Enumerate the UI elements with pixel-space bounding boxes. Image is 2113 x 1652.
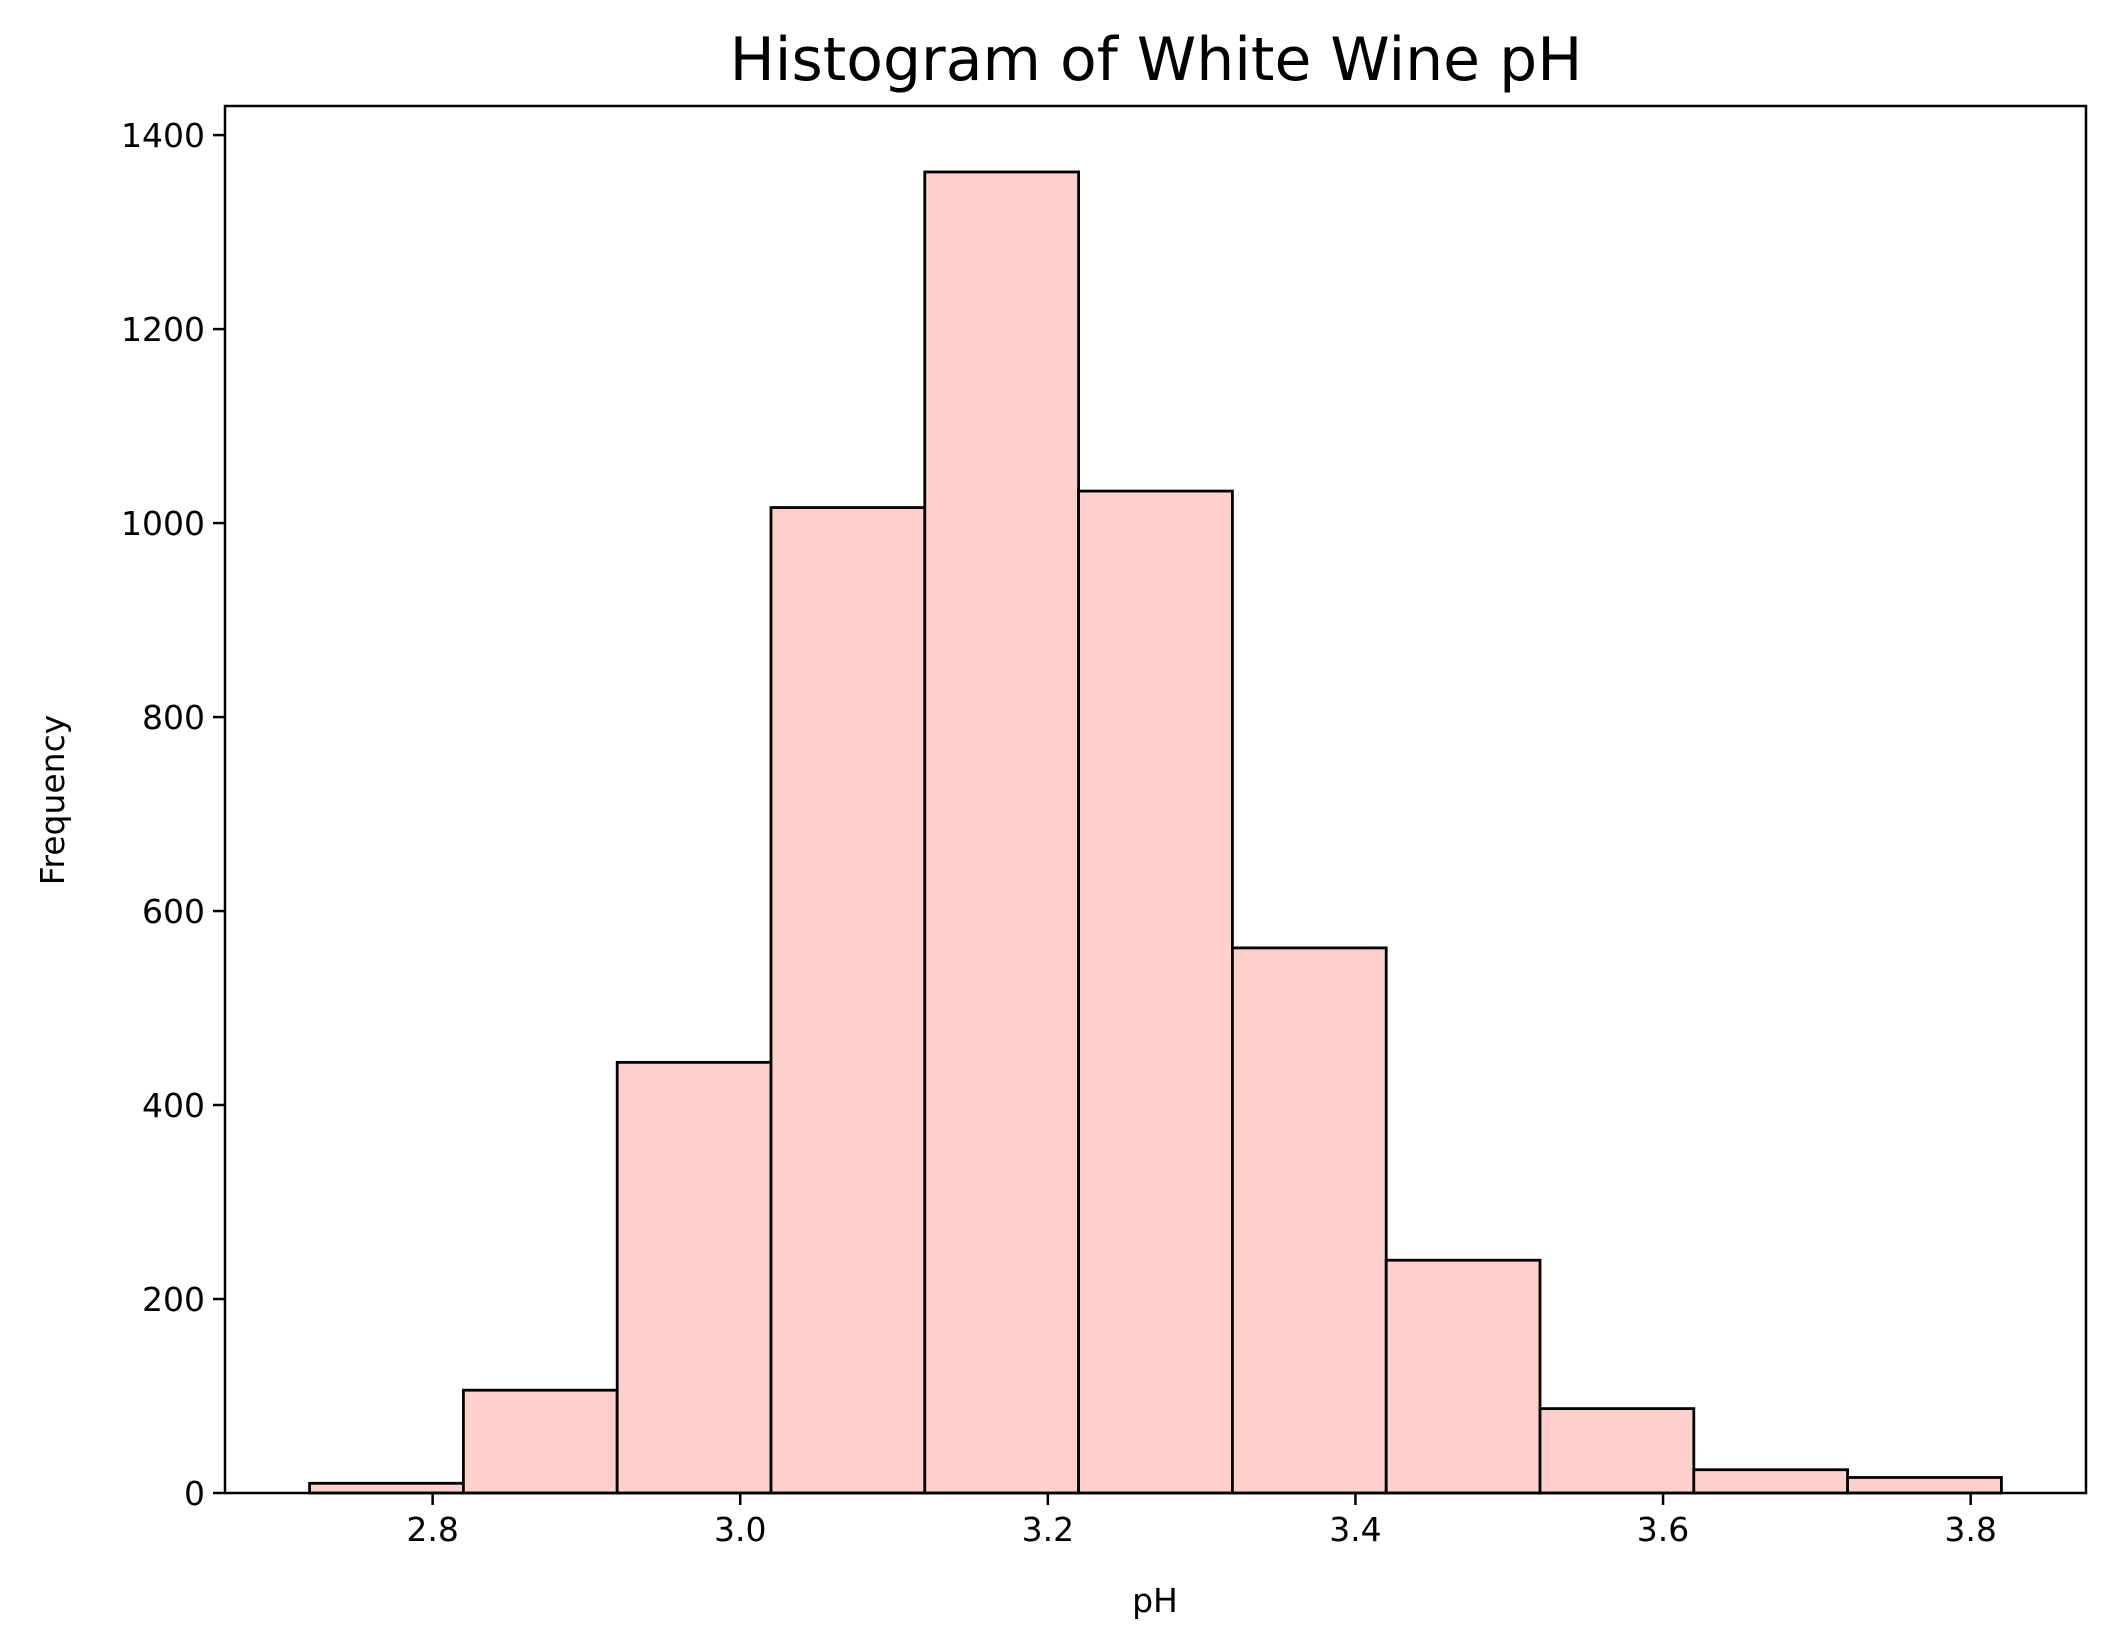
x-tick-label: 3.2 xyxy=(1022,1510,1074,1549)
y-tick-label: 1200 xyxy=(121,310,205,349)
histogram-bar xyxy=(1538,1407,1696,1495)
histogram-bar xyxy=(615,1060,773,1495)
histogram-bar xyxy=(1077,489,1234,1495)
histogram-bar xyxy=(1384,1258,1542,1495)
x-axis-ticks: 2.8 3.0 3.2 3.4 3.6 3.8 xyxy=(406,1493,1997,1549)
x-tick-label: 3.0 xyxy=(714,1510,766,1549)
bars-group xyxy=(308,170,2003,1495)
histogram-bar xyxy=(1846,1476,2003,1495)
y-tick-label: 600 xyxy=(142,892,205,931)
y-tick-label: 200 xyxy=(142,1280,205,1319)
histogram-bar xyxy=(1231,946,1388,1495)
histogram-bar xyxy=(308,1481,465,1495)
histogram-bar xyxy=(769,506,927,1495)
x-tick-label: 3.8 xyxy=(1944,1510,1996,1549)
x-tick-label: 3.4 xyxy=(1329,1510,1381,1549)
histogram-bar xyxy=(461,1388,619,1495)
plot-frame xyxy=(223,104,2088,1495)
x-axis-label: pH xyxy=(1132,1581,1178,1620)
y-tick-label: 800 xyxy=(142,698,205,737)
x-tick-label: 2.8 xyxy=(406,1510,458,1549)
y-tick-label: 400 xyxy=(142,1086,205,1125)
histogram-bar xyxy=(923,170,1080,1495)
x-tick-label: 3.6 xyxy=(1637,1510,1689,1549)
y-tick-label: 0 xyxy=(184,1474,205,1513)
y-axis-ticks: 0 200 400 600 800 1000 1200 1400 xyxy=(121,116,225,1513)
y-tick-label: 1400 xyxy=(121,116,205,155)
y-tick-label: 1000 xyxy=(121,504,205,543)
histogram-bar xyxy=(1692,1468,1850,1495)
y-axis-label: Frequency xyxy=(33,715,72,885)
chart-title: Histogram of White Wine pH xyxy=(730,25,1583,95)
